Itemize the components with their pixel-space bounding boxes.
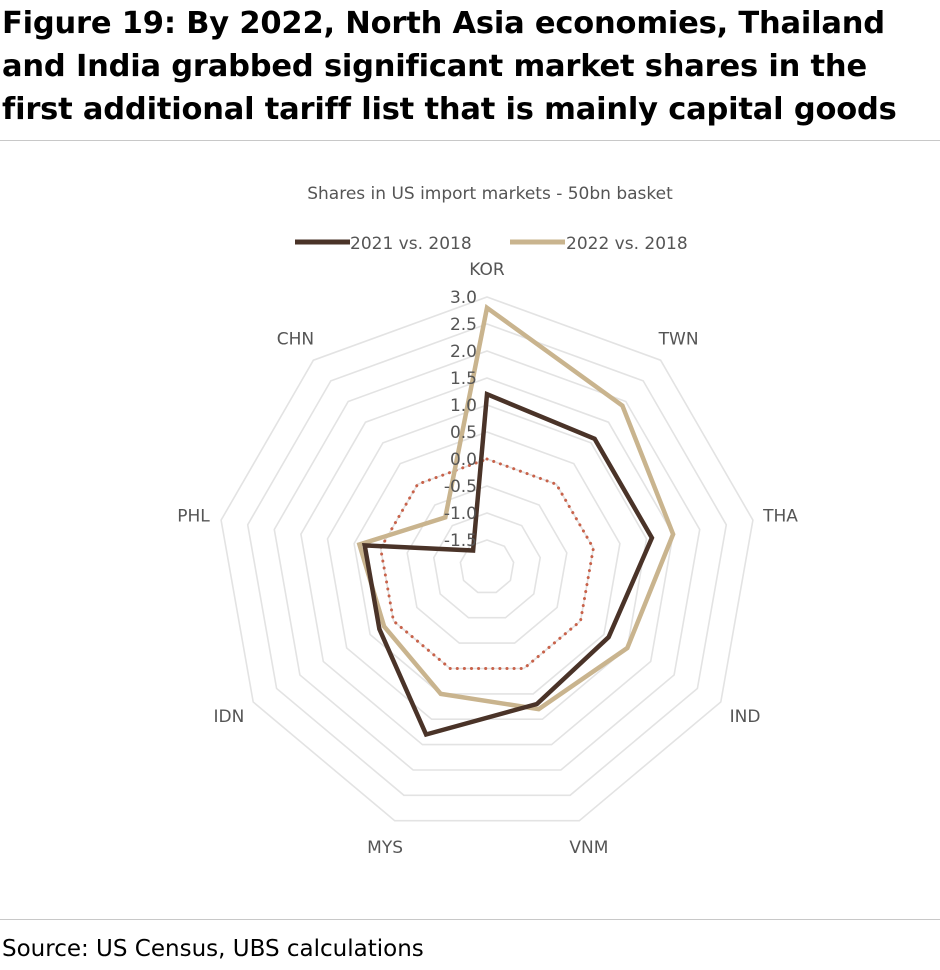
category-label-kor: KOR	[469, 260, 505, 280]
category-label-mys: MYS	[367, 838, 403, 858]
legend-label-2021: 2021 vs. 2018	[350, 234, 472, 254]
tick-label: -1.0	[444, 504, 477, 524]
grid-ring	[326, 404, 648, 721]
legend-label-2022: 2022 vs. 2018	[566, 234, 688, 254]
category-label-twn: TWN	[658, 330, 699, 350]
series-line-2021	[361, 390, 655, 738]
tick-label: 0.0	[450, 450, 477, 470]
grid-ring	[273, 350, 701, 771]
tick-label: -0.5	[444, 477, 477, 497]
source-note: Source: US Census, UBS calculations	[2, 936, 424, 962]
grid-ring	[432, 512, 542, 619]
category-label-ind: IND	[730, 707, 761, 727]
category-label-tha: THA	[762, 506, 798, 526]
legend: 2021 vs. 2018 2022 vs. 2018	[295, 234, 688, 254]
grid-ring	[246, 323, 728, 797]
category-label-phl: PHL	[177, 506, 210, 526]
chart-title: Shares in US import markets - 50bn baske…	[307, 184, 673, 204]
tick-label: 2.5	[450, 315, 477, 335]
category-label-vnm: VNM	[569, 838, 608, 858]
grid-ring	[353, 431, 621, 695]
radar-series	[356, 303, 676, 738]
grid-ring	[220, 296, 754, 822]
radar-grid	[220, 296, 754, 822]
tick-label: 0.5	[450, 423, 477, 443]
top-divider	[0, 140, 940, 141]
category-labels: KOR TWN THA IND VNM MYS IDN PHL CHN	[177, 260, 798, 858]
category-label-idn: IDN	[213, 707, 244, 727]
bottom-divider	[0, 919, 940, 920]
grid-ring	[459, 539, 515, 594]
zero-reference-line	[379, 457, 595, 670]
tick-labels: 3.0 2.5 2.0 1.5 1.0 0.5 0.0 -0.5 -1.0 -1.5	[444, 288, 477, 551]
tick-label: 1.0	[450, 396, 477, 416]
grid-ring	[300, 377, 674, 746]
figure-title: Figure 19: By 2022, North Asia economies…	[2, 6, 897, 127]
radar-chart: Shares in US import markets - 50bn baske…	[177, 184, 798, 858]
category-label-chn: CHN	[277, 330, 314, 350]
tick-label: 2.0	[450, 342, 477, 362]
tick-label: 3.0	[450, 288, 477, 308]
tick-label: -1.5	[444, 531, 477, 551]
grid-ring	[406, 485, 568, 644]
series-line-2022	[356, 303, 676, 712]
tick-label: 1.5	[450, 369, 477, 389]
